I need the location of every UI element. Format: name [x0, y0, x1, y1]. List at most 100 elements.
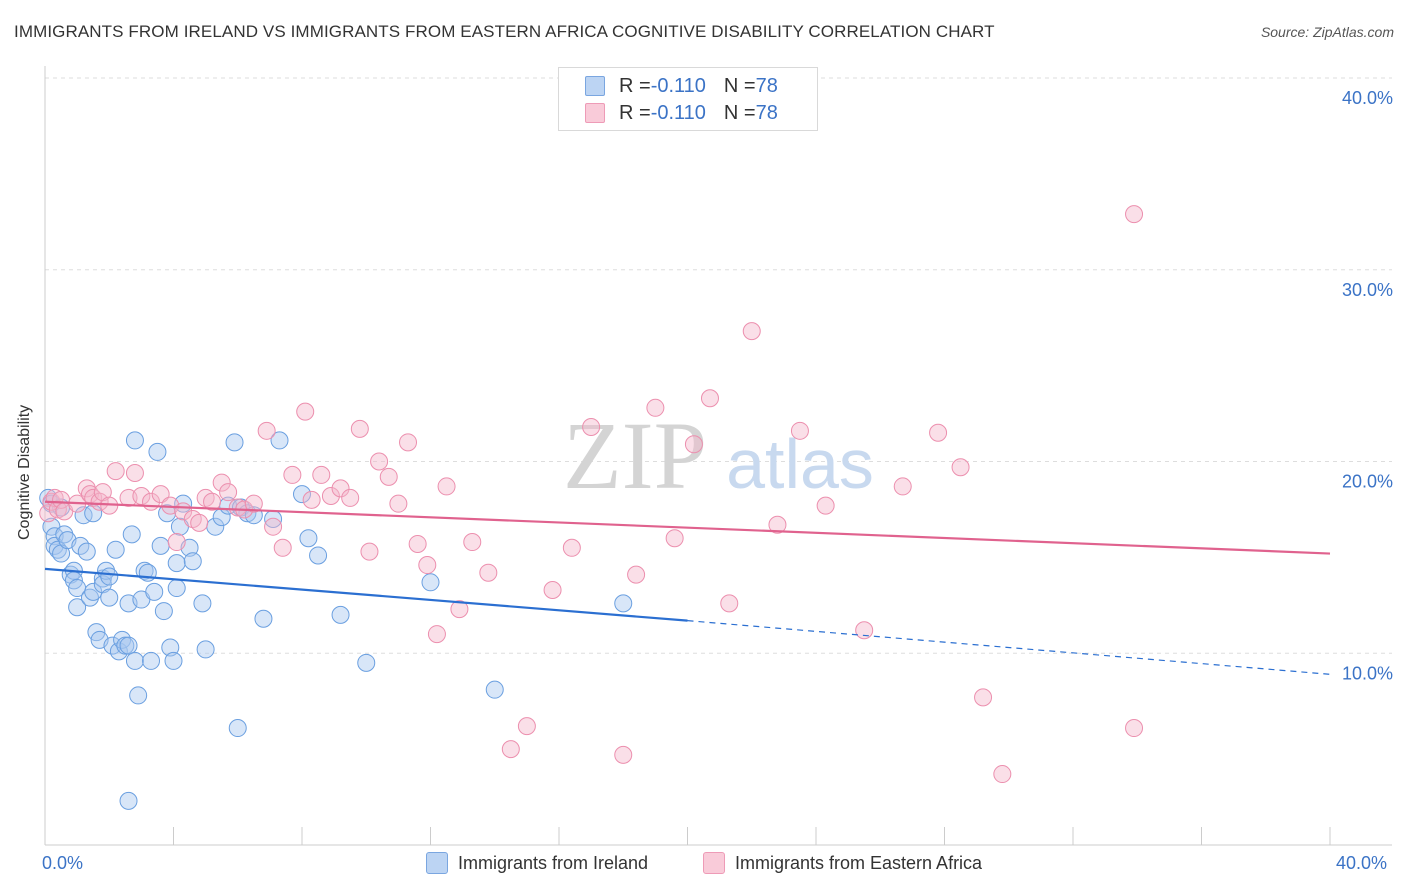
- grid-lines: [45, 77, 1392, 654]
- data-point: [543, 580, 562, 599]
- data-point: [55, 525, 74, 544]
- data-point: [106, 540, 125, 559]
- data-point: [742, 322, 761, 341]
- data-point: [299, 529, 318, 548]
- data-point: [331, 479, 350, 498]
- r-label: R =: [619, 101, 651, 124]
- data-point: [39, 504, 58, 523]
- y-tick-label-30: 30.0%: [1342, 280, 1393, 300]
- data-point: [720, 594, 739, 613]
- data-point: [125, 651, 144, 670]
- y-tick-label-10: 10.0%: [1342, 663, 1393, 683]
- data-point: [479, 563, 498, 582]
- data-point: [408, 534, 427, 553]
- data-point: [893, 477, 912, 496]
- data-point: [1125, 205, 1144, 224]
- data-point: [145, 582, 164, 601]
- data-point: [614, 745, 633, 764]
- data-point: [132, 487, 151, 506]
- data-point: [244, 494, 263, 513]
- legend-row-ireland: R = -0.110 N = 78: [585, 73, 778, 99]
- data-point: [164, 651, 183, 670]
- data-point: [212, 473, 231, 492]
- y-tick-label-40: 40.0%: [1342, 88, 1393, 108]
- n-value: 78: [755, 101, 778, 124]
- trend-line-extension-0: [687, 620, 1331, 675]
- data-point: [816, 496, 835, 515]
- data-point: [190, 513, 209, 532]
- data-point: [225, 433, 244, 452]
- data-point: [562, 538, 581, 557]
- axes: [44, 66, 1392, 846]
- x-tick-min: 0.0%: [42, 853, 84, 873]
- data-point: [151, 485, 170, 504]
- eastern-africa-legend-swatch: [703, 852, 725, 874]
- data-point: [270, 431, 289, 450]
- data-point: [463, 533, 482, 552]
- eastern-africa-swatch: [585, 103, 605, 123]
- data-point: [183, 552, 202, 571]
- data-point: [142, 651, 161, 670]
- data-point: [501, 740, 520, 759]
- data-point: [125, 431, 144, 450]
- data-point: [855, 621, 874, 640]
- data-point: [68, 598, 87, 617]
- data-point: [283, 465, 302, 484]
- data-point: [119, 636, 138, 655]
- data-point: [302, 490, 321, 509]
- data-point: [790, 421, 809, 440]
- data-point: [421, 573, 440, 592]
- data-point: [768, 515, 787, 534]
- r-value: -0.110: [650, 74, 706, 97]
- data-point: [437, 477, 456, 496]
- data-point: [273, 538, 292, 557]
- data-point: [193, 594, 212, 613]
- data-point: [228, 719, 247, 738]
- data-point: [929, 423, 948, 442]
- data-point: [627, 565, 646, 584]
- data-point: [684, 435, 703, 454]
- data-point: [485, 680, 504, 699]
- r-value: -0.110: [650, 101, 706, 124]
- data-point: [264, 517, 283, 536]
- data-point: [219, 483, 238, 502]
- data-point: [84, 582, 103, 601]
- n-label: N =: [723, 74, 756, 97]
- ireland-swatch: [585, 76, 605, 96]
- data-point: [517, 717, 536, 736]
- trend-line-0: [44, 567, 688, 622]
- data-point: [125, 464, 144, 483]
- data-point: [122, 525, 141, 544]
- data-point: [331, 605, 350, 624]
- data-point: [196, 640, 215, 659]
- data-point: [167, 533, 186, 552]
- data-point: [77, 542, 96, 561]
- x-tick-max: 40.0%: [1336, 853, 1388, 873]
- data-point: [257, 421, 276, 440]
- data-point: [450, 600, 469, 619]
- data-point: [167, 579, 186, 598]
- watermark-atlas: atlas: [726, 425, 874, 503]
- y-tick-labels: 10.0% 20.0% 30.0% 40.0%: [1342, 88, 1393, 683]
- data-point: [350, 419, 369, 438]
- data-point: [154, 602, 173, 621]
- data-point: [582, 417, 601, 436]
- data-point: [80, 588, 99, 607]
- source-label: Source: ZipAtlas.com: [1260, 24, 1394, 40]
- data-point: [151, 536, 170, 555]
- data-point: [1125, 719, 1144, 738]
- n-value: 78: [755, 74, 778, 97]
- trend-lines: [44, 500, 1331, 675]
- y-tick-label-20: 20.0%: [1342, 472, 1393, 492]
- trend-line-1: [44, 500, 1331, 555]
- data-point: [167, 554, 186, 573]
- data-point: [646, 398, 665, 417]
- data-point: [135, 561, 154, 580]
- data-point: [418, 556, 437, 575]
- n-label: N =: [723, 101, 756, 124]
- y-axis-label: Cognitive Disability: [16, 404, 33, 540]
- data-point: [254, 609, 273, 628]
- data-point: [951, 458, 970, 477]
- data-point: [129, 686, 148, 705]
